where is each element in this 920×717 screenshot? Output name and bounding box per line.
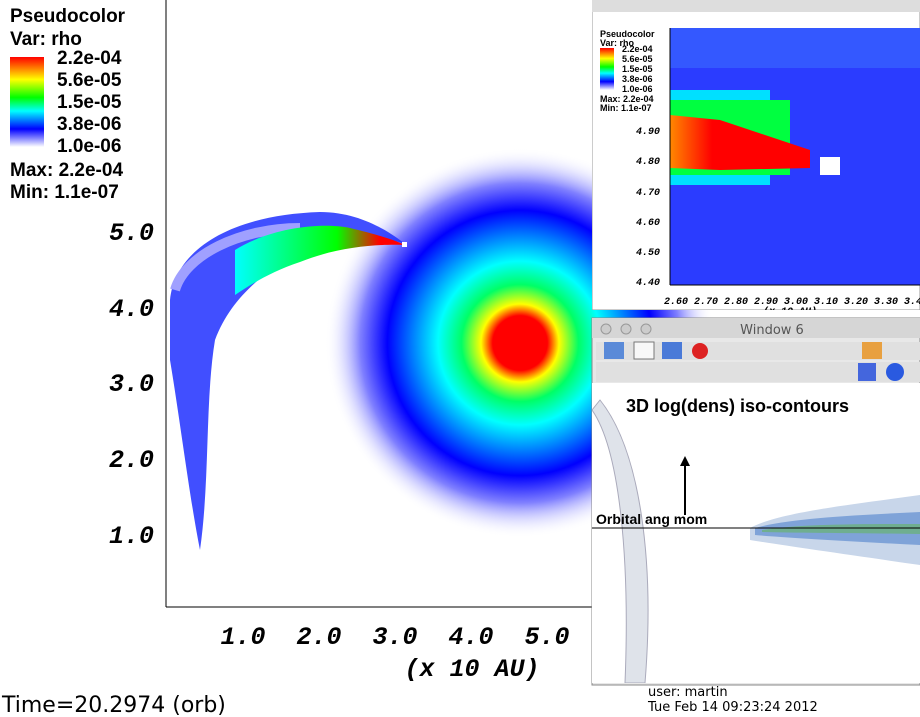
y-tick-label: 5.0	[109, 219, 154, 248]
inset-x-tick-label: 2.80	[724, 297, 748, 308]
inset-y-tick-label: 4.80	[636, 157, 660, 168]
x-tick-label: 2.0	[296, 623, 341, 652]
window-6: Window 6 3D log(dens) iso-contours Orbit…	[591, 317, 920, 686]
x-tick-label: 4.0	[448, 623, 493, 652]
x-tick-label: 1.0	[220, 623, 265, 652]
legend-level: 1.5e-05	[57, 92, 122, 113]
window-title: Window 6	[740, 323, 804, 338]
legend-level: 3.8e-06	[57, 114, 121, 135]
inset-legend-level: 3.8e-06	[622, 74, 653, 84]
window-button[interactable]	[600, 323, 612, 335]
inset-x-tick-label: 3.30	[874, 297, 898, 308]
inset-x-tick-label: 2.60	[664, 297, 688, 308]
inset-legend-level: 5.6e-05	[622, 54, 653, 64]
toolbar[interactable]	[596, 341, 920, 382]
date-label: Tue Feb 14 09:23:24 2012	[647, 700, 818, 715]
window-button[interactable]	[620, 323, 632, 335]
inset-x-tick-label: 3.00	[784, 297, 808, 308]
inset-color-bar	[600, 48, 614, 90]
inset-y-tick-label: 4.70	[636, 188, 660, 199]
user-label: user: martin	[648, 685, 728, 700]
inset-x-tick-label: 3.10	[814, 297, 838, 308]
annotation: 3D log(dens) iso-contours	[626, 396, 849, 416]
legend-min: Min: 1.1e-07	[10, 182, 119, 203]
x-tick-label: 5.0	[524, 623, 569, 652]
y-tick-label: 2.0	[109, 446, 154, 475]
window-button[interactable]	[640, 323, 652, 335]
inset-legend-level: 2.2e-04	[622, 44, 653, 54]
legend-max: Max: 2.2e-04	[10, 160, 123, 181]
inset-x-tick-label: 2.90	[754, 297, 778, 308]
inset-legend-max: Max: 2.2e-04	[600, 94, 654, 104]
inset-y-tick-label: 4.60	[636, 218, 660, 229]
inset-legend-var: Var: rho	[600, 38, 635, 48]
inset-legend-level: 1.5e-05	[622, 64, 653, 74]
inset-y-tick-label: 4.90	[636, 127, 660, 138]
x-axis-label: (x 10 AU)	[404, 655, 539, 684]
inset-legend-min: Min: 1.1e-07	[600, 103, 652, 113]
legend-level: 2.2e-04	[57, 48, 122, 69]
inset-legend-title: Pseudocolor	[600, 29, 655, 39]
color-bar	[10, 57, 44, 147]
inset-x-tick-label: 2.70	[694, 297, 718, 308]
y-tick-label: 4.0	[109, 295, 154, 324]
y-tick-label: 3.0	[109, 370, 154, 399]
x-tick-label: 3.0	[372, 623, 417, 652]
inset-x-axis-label: (x 10 AU)	[763, 306, 817, 318]
inset-window: Pseudocolor Var: rho 2.2e-04 5.6e-05 1.5…	[592, 0, 920, 318]
legend-level: 1.0e-06	[57, 136, 121, 157]
inset-x-tick-label: 3.40	[904, 297, 920, 308]
arrow-label: Orbital ang mom	[596, 511, 707, 527]
inset-y-tick-label: 4.40	[636, 278, 660, 289]
legend-title: Pseudocolor	[10, 6, 126, 27]
inset-legend-level: 1.0e-06	[622, 84, 653, 94]
y-tick-label: 1.0	[109, 522, 154, 551]
time-label: Time=20.2974 (orb)	[1, 693, 226, 717]
inset-y-tick-label: 4.50	[636, 248, 660, 259]
inset-x-tick-label: 3.20	[844, 297, 868, 308]
legend-var: Var: rho	[10, 29, 82, 50]
legend-level: 5.6e-05	[57, 70, 122, 91]
